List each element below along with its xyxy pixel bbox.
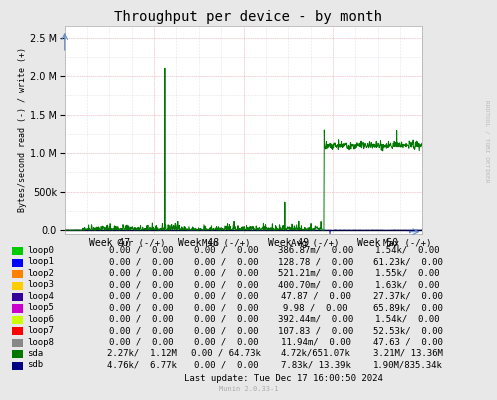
Text: 3.21M/ 13.36M: 3.21M/ 13.36M [373,349,442,358]
Text: 0.00 /  0.00: 0.00 / 0.00 [194,315,258,324]
Text: Throughput per device - by month: Throughput per device - by month [114,10,383,24]
Bar [12,259,23,267]
Text: 7.83k/ 13.39k: 7.83k/ 13.39k [281,360,350,370]
Text: 0.00 /  0.00: 0.00 / 0.00 [194,257,258,266]
Text: 107.83 /  0.00: 107.83 / 0.00 [278,326,353,335]
Text: 47.87 /  0.00: 47.87 / 0.00 [281,292,350,301]
Bar [12,247,23,255]
Text: 2.27k/  1.12M: 2.27k/ 1.12M [107,349,176,358]
Text: loop4: loop4 [27,292,54,301]
Bar [12,270,23,278]
Text: loop5: loop5 [27,303,54,312]
Text: 0.00 /  0.00: 0.00 / 0.00 [109,315,174,324]
Text: loop7: loop7 [27,326,54,335]
Bar [12,316,23,324]
Text: loop6: loop6 [27,315,54,324]
Bar [12,362,23,370]
Text: 0.00 /  0.00: 0.00 / 0.00 [194,280,258,289]
Text: 1.90M/835.34k: 1.90M/835.34k [373,360,442,370]
Text: 0.00 /  0.00: 0.00 / 0.00 [109,257,174,266]
Text: RRDTOOL / TOBI OETIKER: RRDTOOL / TOBI OETIKER [485,100,490,182]
Text: 400.70m/  0.00: 400.70m/ 0.00 [278,280,353,289]
Text: 0.00 /  0.00: 0.00 / 0.00 [194,246,258,255]
Y-axis label: Bytes/second read (-) / write (+): Bytes/second read (-) / write (+) [18,48,27,212]
Text: 0.00 /  0.00: 0.00 / 0.00 [194,292,258,301]
Text: 0.00 /  0.00: 0.00 / 0.00 [194,360,258,370]
Bar [12,327,23,336]
Text: 1.55k/  0.00: 1.55k/ 0.00 [375,269,440,278]
Text: loop1: loop1 [27,257,54,266]
Text: 52.53k/  0.00: 52.53k/ 0.00 [373,326,442,335]
Text: sdb: sdb [27,360,43,370]
Bar [12,304,23,312]
Text: 1.54k/  0.00: 1.54k/ 0.00 [375,315,440,324]
Text: 0.00 /  0.00: 0.00 / 0.00 [194,269,258,278]
Text: 0.00 /  0.00: 0.00 / 0.00 [109,269,174,278]
Text: 0.00 /  0.00: 0.00 / 0.00 [109,292,174,301]
Text: 1.63k/  0.00: 1.63k/ 0.00 [375,280,440,289]
Text: 27.37k/  0.00: 27.37k/ 0.00 [373,292,442,301]
Text: Max (-/+): Max (-/+) [383,239,432,248]
Text: 0.00 /  0.00: 0.00 / 0.00 [109,338,174,346]
Bar [12,339,23,347]
Text: 386.87m/  0.00: 386.87m/ 0.00 [278,246,353,255]
Text: Last update: Tue Dec 17 16:00:50 2024: Last update: Tue Dec 17 16:00:50 2024 [184,374,383,383]
Text: Cur (-/+): Cur (-/+) [117,239,166,248]
Text: 11.94m/  0.00: 11.94m/ 0.00 [281,338,350,346]
Text: sda: sda [27,349,43,358]
Text: 65.89k/  0.00: 65.89k/ 0.00 [373,303,442,312]
Text: 61.23k/  0.00: 61.23k/ 0.00 [373,257,442,266]
Text: loop2: loop2 [27,269,54,278]
Text: 9.98 /  0.00: 9.98 / 0.00 [283,303,348,312]
Text: 47.63 /  0.00: 47.63 / 0.00 [373,338,442,346]
Text: 0.00 /  0.00: 0.00 / 0.00 [109,246,174,255]
Bar [12,282,23,290]
Bar [12,350,23,358]
Text: 128.78 /  0.00: 128.78 / 0.00 [278,257,353,266]
Text: 0.00 /  0.00: 0.00 / 0.00 [194,326,258,335]
Text: 1.54k/  0.00: 1.54k/ 0.00 [375,246,440,255]
Text: 4.72k/651.07k: 4.72k/651.07k [281,349,350,358]
Text: loop3: loop3 [27,280,54,289]
Text: 4.76k/  6.77k: 4.76k/ 6.77k [107,360,176,370]
Text: Min (-/+): Min (-/+) [202,239,250,248]
Text: loop0: loop0 [27,246,54,255]
Text: 0.00 /  0.00: 0.00 / 0.00 [109,303,174,312]
Text: 0.00 /  0.00: 0.00 / 0.00 [109,326,174,335]
Text: 0.00 / 64.73k: 0.00 / 64.73k [191,349,261,358]
Bar [12,293,23,301]
Text: 521.21m/  0.00: 521.21m/ 0.00 [278,269,353,278]
Text: 392.44m/  0.00: 392.44m/ 0.00 [278,315,353,324]
Text: Munin 2.0.33-1: Munin 2.0.33-1 [219,386,278,392]
Text: 0.00 /  0.00: 0.00 / 0.00 [194,338,258,346]
Text: Avg (-/+): Avg (-/+) [291,239,340,248]
Text: loop8: loop8 [27,338,54,346]
Text: 0.00 /  0.00: 0.00 / 0.00 [109,280,174,289]
Text: 0.00 /  0.00: 0.00 / 0.00 [194,303,258,312]
